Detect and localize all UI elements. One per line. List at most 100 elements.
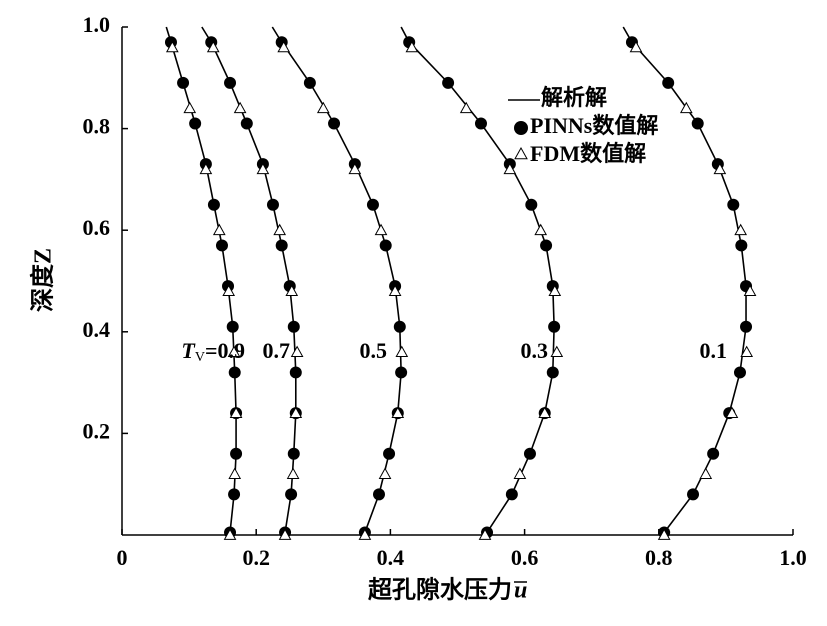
fdm-point (503, 162, 517, 175)
pinns-point (228, 366, 241, 379)
fdm-point (388, 284, 402, 297)
fdm-point (183, 101, 197, 114)
curve-label: 0.3 (521, 338, 549, 363)
pinns-point (687, 488, 700, 501)
pinns-point (287, 320, 300, 333)
fdm-point (699, 467, 713, 479)
pinns-point (207, 198, 220, 211)
pinns-point (289, 366, 302, 379)
fdm-point (657, 528, 671, 540)
pinns-point (240, 117, 253, 130)
fdm-point (233, 101, 247, 114)
fdm-point (358, 528, 372, 540)
x-tick-label: 1.0 (779, 545, 807, 570)
pinns-point (230, 447, 243, 460)
fdm-point (374, 223, 388, 236)
pinns-point (505, 488, 518, 501)
analytic-line (622, 26, 747, 533)
legend-label: 解析解 (541, 85, 607, 110)
analytic-line (400, 26, 555, 533)
tv-value: 0.3 (521, 338, 549, 363)
pinns-point (525, 198, 538, 211)
tv-symbol: T (181, 338, 196, 363)
tv-value: 0.9 (218, 338, 246, 363)
fdm-point (229, 406, 243, 418)
pinns-point (372, 488, 385, 501)
pinns-point (691, 117, 704, 130)
fdm-point (743, 284, 757, 297)
x-tick-label: 0.2 (242, 545, 270, 570)
fdm-point (629, 40, 643, 53)
fdm-point (478, 528, 492, 540)
curve-label: TV=0.9 (181, 338, 245, 365)
fdm-point (290, 345, 304, 358)
pinns-point (393, 320, 406, 333)
fdm-point (199, 162, 213, 175)
fdm-point (740, 345, 754, 358)
fdm-point (713, 162, 727, 175)
pinns-point (287, 447, 300, 460)
fdm-point (223, 528, 237, 540)
fdm-point (405, 40, 419, 53)
pinns-point (189, 117, 202, 130)
pinns-point (328, 117, 341, 130)
fdm-point (165, 40, 179, 53)
pinns-point (523, 447, 536, 460)
pinns-point (727, 198, 740, 211)
analytic-line (271, 26, 402, 533)
analytic-line (165, 26, 237, 533)
fdm-point (378, 467, 392, 479)
y-tick-label: 0.4 (83, 317, 111, 342)
fdm-point (534, 223, 548, 236)
fdm-point (548, 284, 562, 297)
analytic-line (201, 26, 297, 533)
fdm-point (538, 406, 552, 418)
legend-label: PINNs数值解 (530, 113, 658, 138)
pinns-point (474, 117, 487, 130)
fdm-point (348, 162, 362, 175)
pinns-point (442, 76, 455, 89)
x-tick-label: 0.8 (645, 545, 673, 570)
fdm-point (277, 40, 291, 53)
fdm-point (228, 467, 242, 479)
fdm-point (513, 467, 527, 479)
y-tick-label: 0.2 (83, 418, 111, 443)
fdm-point (273, 223, 287, 236)
pinns-point (224, 76, 237, 89)
fdm-point (289, 406, 303, 418)
y-tick-label: 0.8 (83, 114, 111, 139)
fdm-point (316, 101, 330, 114)
fdm-point (227, 345, 241, 358)
pinns-point (366, 198, 379, 211)
pinns-point (540, 239, 553, 252)
pinns-point (548, 320, 561, 333)
y-tick-label: 1.0 (83, 12, 111, 37)
curve-label: 0.7 (263, 338, 291, 363)
legend-dot (514, 121, 528, 135)
fdm-point (278, 528, 292, 540)
pinns-point (226, 320, 239, 333)
y-axis-label: 深度Z (29, 248, 57, 312)
tv-value: 0.1 (700, 338, 728, 363)
y-tick-label: 0.6 (83, 215, 111, 240)
pinns-point (266, 198, 279, 211)
fdm-point (725, 406, 739, 418)
curve-label: 0.5 (360, 338, 388, 363)
tv-value: 0.7 (263, 338, 291, 363)
pinns-point (303, 76, 316, 89)
pinns-point (395, 366, 408, 379)
fdm-point (459, 101, 473, 114)
pinns-point (177, 76, 190, 89)
pinns-point (383, 447, 396, 460)
pinns-point (707, 447, 720, 460)
x-axis-symbol: u (514, 578, 527, 604)
pinns-point (735, 239, 748, 252)
fdm-point (391, 406, 405, 418)
x-axis-label: 超孔隙水压力 (368, 577, 512, 604)
tv-sign: = (205, 338, 218, 363)
legend-label: FDM数值解 (530, 141, 646, 166)
pinns-point (546, 366, 559, 379)
pinns-point (733, 366, 746, 379)
pinns-point (275, 239, 288, 252)
